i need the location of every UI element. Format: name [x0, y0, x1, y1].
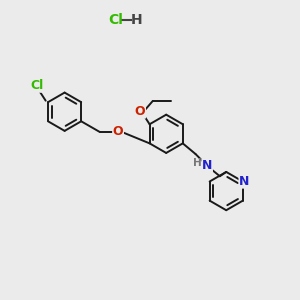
- Text: N: N: [239, 175, 250, 188]
- Text: Cl: Cl: [30, 79, 44, 92]
- Text: N: N: [202, 159, 212, 172]
- Text: H: H: [194, 158, 202, 168]
- Text: O: O: [113, 125, 123, 138]
- Text: Cl: Cl: [109, 14, 124, 27]
- Text: O: O: [135, 105, 146, 118]
- Text: H: H: [131, 14, 142, 27]
